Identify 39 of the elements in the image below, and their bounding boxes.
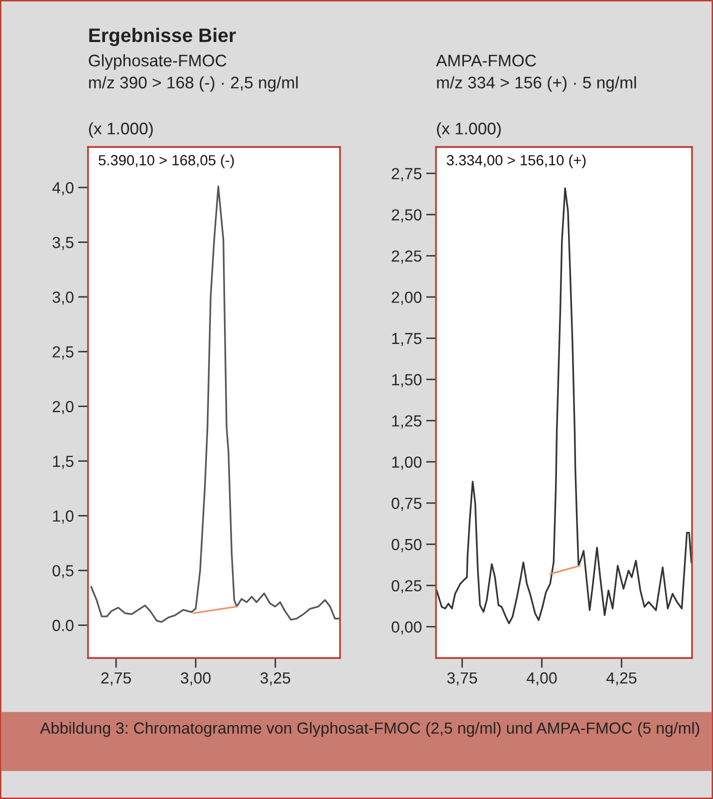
y-tick-label: 0.0 [52,620,74,632]
y-tick-label: 0,5 [52,565,74,578]
chart-title: Glyphosate-FMOC [88,54,226,70]
line-series [436,187,692,624]
y-tick-label: 0,50 [392,538,422,552]
y-tick-label: 0,25 [392,580,422,594]
chart-subtitle: m/z 390 > 168 (-) · 2,5 ng/ml [89,76,298,92]
line-series [90,186,340,623]
x-tick-label: 2,75 [101,672,131,686]
annotation: 5.390,10 > 168,05 (-) [98,154,234,168]
x-tick-label: 3,25 [260,672,290,686]
y-tick-label: 2,0 [52,400,74,414]
y-tick-label: 1,5 [53,456,74,469]
y-tick-label: 3,5 [52,236,74,250]
y-tick-label: 1,75 [392,333,422,346]
annotation: 3.334,00 > 156,10 (+) [446,154,586,168]
y-tick-label: 1,25 [392,415,422,428]
y-tick-label: 1,00 [392,456,422,470]
text: Ergebnisse Bier [89,28,236,46]
y-tick-label: 0,75 [392,498,422,511]
y-axis-title: (x 1.000) [89,122,153,138]
y-tick-label: 1,50 [392,374,422,388]
y-tick-label: 4,0 [52,182,74,196]
x-tick-label: 3,00 [180,672,211,686]
y-tick-label: 2,5 [52,346,74,360]
text: Abbildung 3: Chromatogramme von Glyphosat-FMOC (2,5 ng/ml) und AMPA-FMOC (5 ng/ml) [40,722,700,737]
y-tick-label: 3,0 [52,292,74,305]
y-axis-title: (x 1.000) [437,122,501,138]
x-tick-label: 4,25 [606,672,636,686]
y-tick-label: 2,75 [392,168,422,182]
chart-title: AMPA-FMOC [436,54,536,66]
y-tick-label: 2,00 [392,292,422,305]
y-tick-label: 2,25 [392,250,422,264]
y-tick-label: 0,00 [392,621,422,635]
chart-subtitle: m/z 334 > 156 (+) · 5 ng/ml [437,76,636,92]
x-tick-label: 3,75 [447,672,478,686]
y-tick-label: 2,50 [392,209,422,222]
x-tick-label: 4,00 [526,672,557,686]
y-tick-label: 1,0 [53,510,74,524]
